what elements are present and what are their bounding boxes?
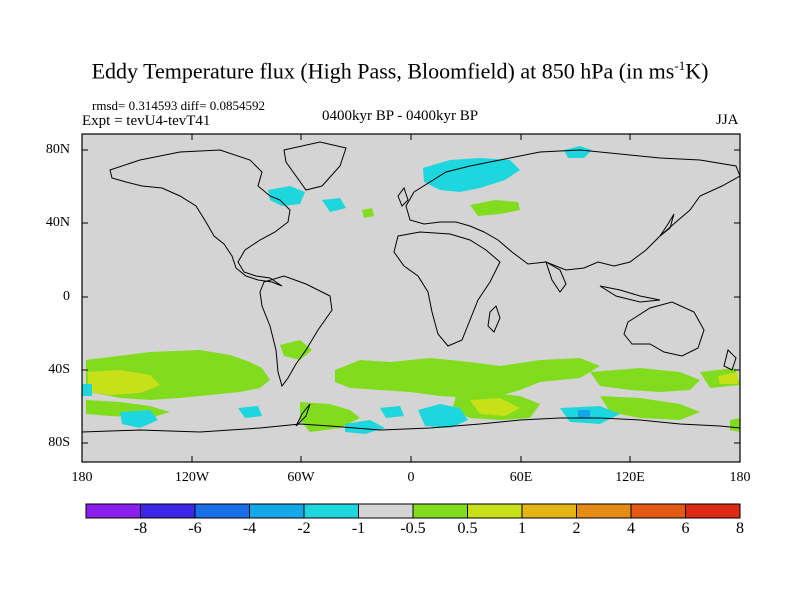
y-tick-label: 40N xyxy=(45,215,70,230)
map-title: Eddy Temperature flux (High Pass, Bloomf… xyxy=(91,58,709,84)
anomaly-positive-strong xyxy=(718,372,738,384)
colorbar-label: 8 xyxy=(736,520,744,537)
anomaly-positive xyxy=(362,208,374,218)
y-tick-label: 0 xyxy=(63,289,70,304)
anomaly-positive xyxy=(470,200,520,216)
coastline-indonesia xyxy=(599,285,661,303)
x-tick-label: 120E xyxy=(615,470,645,485)
anomaly-positive xyxy=(730,418,740,432)
colorbar-label: -0.5 xyxy=(400,520,426,537)
colorbar-box xyxy=(630,503,686,519)
colorbar-label: 4 xyxy=(627,520,635,537)
x-tick-label: 60E xyxy=(509,470,533,485)
colorbar-box xyxy=(521,503,577,519)
colorbar-box xyxy=(249,503,305,519)
colorbar-label: 2 xyxy=(572,520,581,537)
anomaly-negative xyxy=(322,198,346,212)
coastline-antarctic-peninsula xyxy=(295,403,311,427)
colorbar-label: -6 xyxy=(188,520,202,537)
coastline-antarctica xyxy=(81,417,741,433)
anomaly-negative xyxy=(120,410,158,428)
colorbar-label: 1 xyxy=(518,520,526,537)
x-tick-label: 180 xyxy=(729,470,751,485)
anomaly-positive xyxy=(335,358,600,398)
coastline-eurasia xyxy=(405,149,741,271)
colorbar-box xyxy=(85,503,141,519)
stats-text: rmsd= 0.314593 diff= 0.0854592 xyxy=(92,98,265,113)
colorbar-box xyxy=(467,503,523,519)
coastline-australia xyxy=(623,301,705,357)
anomaly-positive-strong xyxy=(470,398,520,416)
x-tick-label: 120W xyxy=(174,470,210,485)
coastline-japan xyxy=(659,213,675,237)
colorbar-box xyxy=(303,503,359,519)
experiment-label: Expt = tevU4-tevT41 xyxy=(82,113,211,129)
colorbar-box xyxy=(140,503,196,519)
x-tick-label: 180 xyxy=(71,470,93,485)
colorbar-label: 6 xyxy=(681,520,690,537)
anomaly-negative xyxy=(418,404,468,428)
coastline-new-zealand xyxy=(723,349,737,371)
colorbar-box xyxy=(194,503,250,519)
coastline-india xyxy=(545,260,567,293)
anomaly-negative xyxy=(380,406,404,418)
x-tick-label: 0 xyxy=(407,470,415,485)
colorbar-label: -2 xyxy=(297,520,311,537)
anomaly-negative xyxy=(423,158,520,192)
y-tick-label: 80S xyxy=(48,435,70,450)
coastline-uk xyxy=(397,186,409,207)
axis-ticks xyxy=(82,134,740,462)
anomaly-negative xyxy=(238,406,262,418)
y-tick-label: 40S xyxy=(48,362,70,377)
coastline-north-america xyxy=(109,149,291,287)
coastline-madagascar xyxy=(487,305,501,333)
anomaly-regions xyxy=(82,146,740,434)
y-tick-label: 80N xyxy=(45,142,70,157)
coastline-africa xyxy=(393,231,501,347)
coastline-south-america xyxy=(259,275,333,388)
anomaly-negative xyxy=(82,384,92,396)
colorbar-label: -8 xyxy=(133,520,148,537)
colorbar-box xyxy=(685,503,741,519)
anomaly-negative xyxy=(345,420,385,434)
anomaly-negative-strong xyxy=(578,410,590,418)
coastlines xyxy=(81,141,741,433)
anomaly-positive xyxy=(600,396,700,420)
colorbar-box xyxy=(412,503,468,519)
anomaly-positive xyxy=(590,368,700,392)
colorbar-box xyxy=(358,503,414,519)
colorbar-boxes xyxy=(85,503,741,519)
anomaly-positive-strong xyxy=(88,370,160,395)
period-label: 0400kyr BP - 0400kyr BP xyxy=(322,108,479,124)
x-tick-label: 60W xyxy=(287,470,315,485)
anomaly-positive xyxy=(280,340,312,360)
anomaly-negative xyxy=(268,186,305,206)
colorbar-label: 0.5 xyxy=(457,520,478,537)
colorbar-label: -1 xyxy=(351,520,366,537)
anomaly-negative xyxy=(564,146,592,158)
season-label: JJA xyxy=(716,112,739,128)
colorbar-box xyxy=(576,503,632,519)
coastline-greenland xyxy=(283,141,347,191)
colorbar-label: -4 xyxy=(242,520,257,537)
